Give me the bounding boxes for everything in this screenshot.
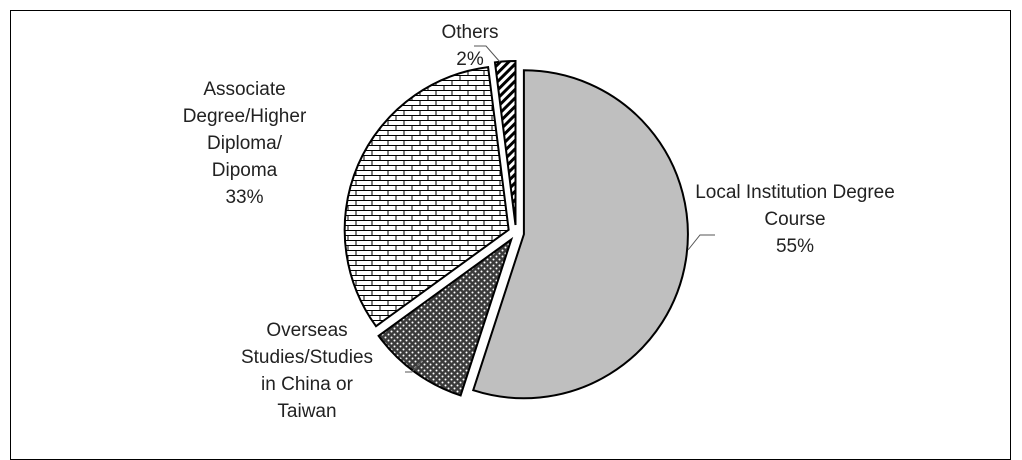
leader-line (474, 45, 501, 63)
slice-label: Associate Degree/Higher Diploma/ Dipoma 3… (172, 76, 317, 211)
slice-label: Local Institution Degree Course 55% (690, 179, 900, 260)
leader-line (405, 357, 425, 373)
value-label: 55% (775, 236, 815, 257)
pie-slice (377, 236, 514, 397)
pie-slice (471, 69, 689, 400)
value-label: 2% (456, 49, 484, 70)
chart: Local Institution Degree Course 55% Overs… (10, 10, 1011, 460)
pie-slice (493, 60, 517, 226)
category-label: Local Institution Degree Course (695, 182, 895, 230)
category-label: Overseas Studies/Studies in China or Tai… (240, 320, 374, 422)
category-label: Associate Degree/Higher Diploma/ Dipoma (182, 79, 307, 181)
pie-slice (343, 65, 510, 328)
value-label: 33% (225, 187, 264, 208)
slice-label: Overseas Studies/Studies in China or Tai… (232, 317, 382, 425)
pie-area (343, 45, 715, 400)
category-label: Others (441, 22, 499, 43)
slice-label: Others 2% (430, 19, 510, 73)
leader-line (687, 234, 715, 251)
